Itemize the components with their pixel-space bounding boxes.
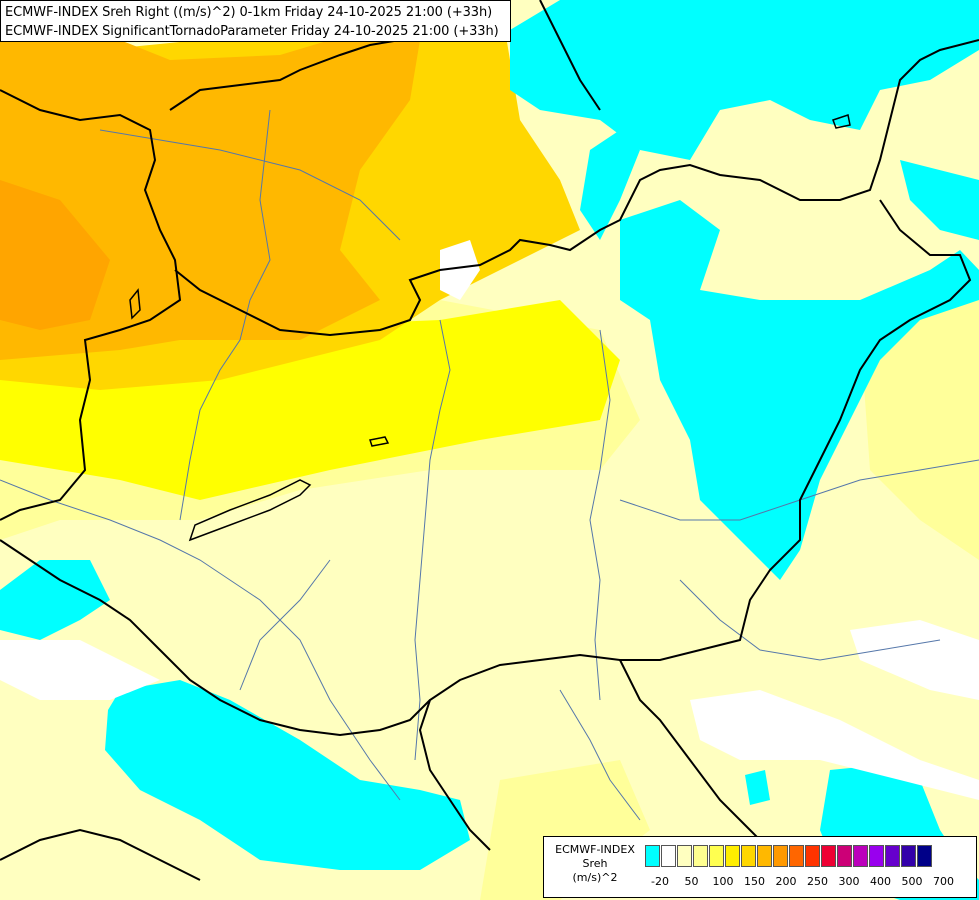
legend-swatch (837, 845, 852, 867)
legend-swatch (725, 845, 740, 867)
legend-title: ECMWF-INDEX Sreh (m/s)^2 (548, 843, 642, 885)
legend-swatch (821, 845, 836, 867)
legend-swatch (917, 845, 932, 867)
legend-tick-label: 100 (712, 875, 734, 888)
legend-tick-label: 300 (838, 875, 860, 888)
legend-ticks: -20 50 100 150 200 250 300 400 500 700 (645, 875, 975, 891)
legend-swatch (805, 845, 820, 867)
legend-tick-label: -20 (651, 875, 669, 888)
legend-source: ECMWF-INDEX (555, 843, 635, 856)
legend-unit: (m/s)^2 (572, 871, 618, 884)
map-title-box: ECMWF-INDEX Sreh Right ((m/s)^2) 0-1km F… (0, 0, 511, 42)
legend-swatch (885, 845, 900, 867)
cyan-north-strip (580, 130, 640, 240)
white-patch-se (690, 690, 979, 800)
lake-outlines (129, 114, 851, 542)
legend-tick-label: 700 (933, 875, 954, 888)
rivers (0, 109, 979, 821)
legend-swatch (709, 845, 724, 867)
color-legend: ECMWF-INDEX Sreh (m/s)^2 -20 50 100 150 200 2… (543, 836, 977, 898)
legend-variable: Sreh (582, 857, 608, 870)
cyan-north-east (510, 0, 979, 160)
legend-swatch (773, 845, 788, 867)
cyan-west (0, 560, 110, 640)
legend-swatch (741, 845, 756, 867)
legend-swatch (853, 845, 868, 867)
white-patch-north (440, 240, 480, 300)
legend-swatch (901, 845, 916, 867)
white-patch-east (850, 620, 979, 700)
field-dark-orange (0, 180, 110, 330)
legend-swatches (645, 845, 933, 867)
cyan-south-lake (105, 680, 470, 870)
title-stp: ECMWF-INDEX SignificantTornadoParameter … (5, 24, 499, 39)
legend-tick-label: 250 (807, 875, 828, 888)
title-sreh: ECMWF-INDEX Sreh Right ((m/s)^2) 0-1km F… (5, 5, 493, 20)
field-orange (0, 40, 420, 360)
field-light-yellow-east (860, 300, 979, 560)
legend-swatch (789, 845, 804, 867)
legend-swatch (693, 845, 708, 867)
cyan-east-lobe (620, 200, 979, 580)
legend-tick-label: 200 (775, 875, 797, 888)
legend-tick-label: 500 (901, 875, 923, 888)
legend-tick-label: 400 (870, 875, 891, 888)
legend-swatch (645, 845, 660, 867)
legend-swatch (661, 845, 676, 867)
legend-swatch (869, 845, 884, 867)
cyan-east-edge (900, 160, 979, 240)
cyan-small-se (745, 770, 770, 805)
field-light-yellow-south (480, 760, 650, 900)
legend-swatch (677, 845, 692, 867)
white-patch-south (0, 640, 160, 700)
legend-tick-label: 50 (684, 875, 699, 888)
legend-swatch (757, 845, 772, 867)
legend-tick-label: 150 (744, 875, 765, 888)
